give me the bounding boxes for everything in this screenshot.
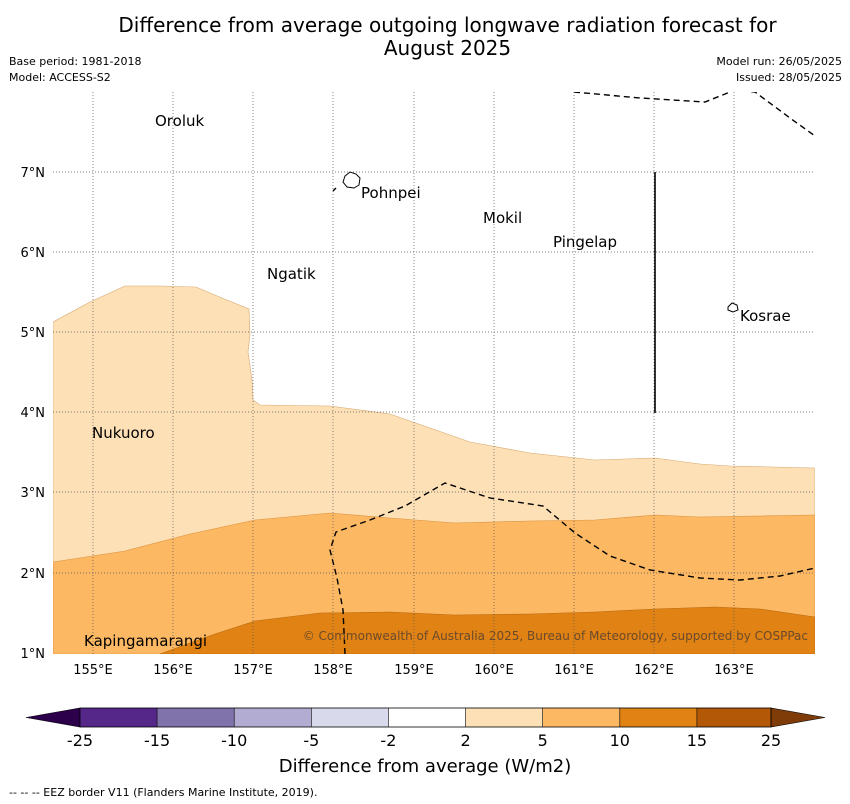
colorbar-bin — [80, 708, 158, 727]
colorbar-bin — [234, 708, 312, 727]
lat-label: 5°N — [21, 326, 46, 341]
kosrae-island-icon — [727, 302, 739, 313]
title-line-2: August 2025 — [383, 36, 512, 60]
lat-label: 4°N — [21, 406, 46, 421]
lon-label: 162°E — [634, 663, 674, 678]
colorbar-over-arrow — [770, 707, 826, 728]
place-label-ngatik: Ngatik — [267, 265, 316, 283]
title-line-1: Difference from average outgoing longwav… — [118, 13, 777, 37]
colorbar-tick: 5 — [538, 731, 548, 750]
colorbar-tick: -15 — [144, 731, 170, 750]
place-label-pingelap: Pingelap — [553, 233, 617, 251]
colorbar-tick: 15 — [687, 731, 707, 750]
lon-label: 158°E — [313, 663, 353, 678]
colorbar-tick: -5 — [303, 731, 319, 750]
footer-legend: -- -- -- EEZ border V11 (Flanders Marine… — [9, 786, 318, 799]
colorbar-ticks: -25 -15 -10 -5 -2 2 5 10 15 25 — [67, 731, 781, 750]
base-period: Base period: 1981-2018 — [9, 55, 142, 68]
right-metadata: Model run: 26/05/2025 Issued: 28/05/2025 — [716, 54, 842, 86]
colorbar-label: Difference from average (W/m2) — [279, 756, 571, 777]
colorbar-under-arrow — [25, 707, 81, 728]
place-label-pohnpei: Pohnpei — [361, 184, 421, 202]
lon-label: 155°E — [73, 663, 113, 678]
gridlines — [53, 92, 815, 654]
latitude-labels: 1°N 2°N 3°N 4°N 5°N 6°N 7°N — [21, 166, 46, 662]
model-run: Model run: 26/05/2025 — [716, 55, 842, 68]
colorbar-bin — [311, 708, 389, 727]
lat-label: 2°N — [21, 567, 46, 582]
place-label-nukuoro: Nukuoro — [92, 424, 155, 442]
colorbar-bin — [619, 708, 697, 727]
model-name: Model: ACCESS-S2 — [9, 71, 111, 84]
lon-label: 160°E — [474, 663, 514, 678]
lat-label: 7°N — [21, 166, 46, 181]
lat-label: 3°N — [21, 486, 46, 501]
anomaly-band-10-to-15 — [159, 606, 815, 654]
place-label-kosrae: Kosrae — [740, 307, 791, 325]
colorbar-bin — [696, 708, 774, 727]
map-title: Difference from average outgoing longwav… — [0, 14, 850, 60]
eez-borders — [329, 92, 815, 654]
colorbar-tick: -25 — [67, 731, 93, 750]
colorbar-tick: 10 — [610, 731, 630, 750]
copyright-text: © Commonwealth of Australia 2025, Bureau… — [303, 629, 808, 643]
issued-date: Issued: 28/05/2025 — [735, 71, 842, 84]
colorbar-bin — [542, 708, 620, 727]
lon-label: 161°E — [554, 663, 594, 678]
lat-label: 6°N — [21, 246, 46, 261]
colorbar-bin — [465, 708, 543, 727]
map-area — [53, 92, 815, 654]
place-label-oroluk: Oroluk — [155, 112, 204, 130]
pohnpei-island-icon — [342, 171, 361, 189]
left-metadata: Base period: 1981-2018 Model: ACCESS-S2 — [9, 54, 141, 86]
lat-label: 1°N — [21, 647, 46, 662]
colorbar-bin — [157, 708, 235, 727]
colorbar-tick: -10 — [221, 731, 247, 750]
colorbar: -25 -15 -10 -5 -2 2 5 10 15 25 Differenc… — [25, 707, 826, 777]
place-label-mokil: Mokil — [483, 209, 522, 227]
colorbar-tick: -2 — [380, 731, 396, 750]
colorbar-bin — [388, 708, 466, 727]
place-labels: Oroluk Pohnpei Mokil Pingelap Ngatik Kos… — [84, 112, 791, 650]
lon-label: 156°E — [153, 663, 193, 678]
longitude-labels: 155°E 156°E 157°E 158°E 159°E 160°E 161°… — [73, 663, 754, 678]
lon-label: 159°E — [394, 663, 434, 678]
colorbar-tick: 2 — [461, 731, 471, 750]
lon-label: 157°E — [233, 663, 273, 678]
place-label-kapingamarangi: Kapingamarangi — [84, 632, 207, 650]
lon-label: 163°E — [714, 663, 754, 678]
colorbar-tick: 25 — [761, 731, 781, 750]
